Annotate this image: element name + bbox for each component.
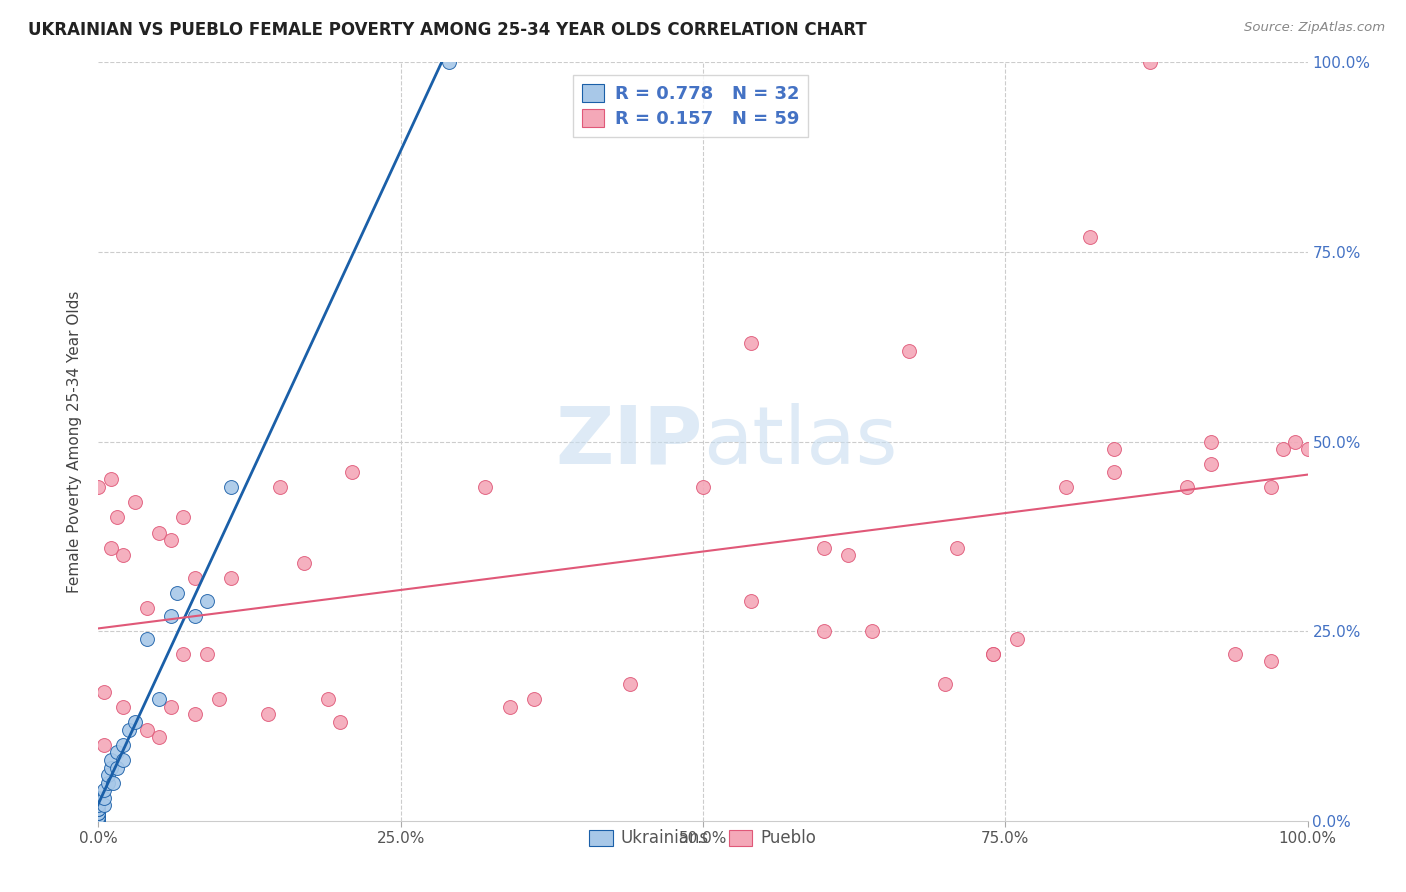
- Text: Source: ZipAtlas.com: Source: ZipAtlas.com: [1244, 21, 1385, 34]
- Point: [87, 814, 110, 828]
- Point: [160, 608, 183, 623]
- Point: [172, 510, 194, 524]
- Point: [87, 806, 110, 821]
- Point: [100, 760, 122, 774]
- Point: [1272, 442, 1295, 457]
- Point: [93, 685, 115, 699]
- Point: [111, 548, 134, 563]
- Point: [87, 810, 110, 824]
- Point: [184, 608, 207, 623]
- Point: [1260, 480, 1282, 494]
- Point: [1007, 632, 1029, 646]
- Point: [118, 723, 141, 737]
- Point: [208, 692, 231, 706]
- Point: [87, 810, 110, 824]
- Text: ZIP: ZIP: [555, 402, 703, 481]
- Y-axis label: Female Poverty Among 25-34 Year Olds: Female Poverty Among 25-34 Year Olds: [67, 291, 83, 592]
- Point: [93, 791, 115, 805]
- Point: [292, 556, 315, 570]
- Point: [184, 571, 207, 585]
- Point: [100, 753, 122, 767]
- Point: [87, 802, 110, 816]
- Point: [111, 699, 134, 714]
- Point: [195, 594, 218, 608]
- Point: [93, 783, 115, 797]
- Point: [1199, 434, 1222, 449]
- Point: [148, 730, 170, 744]
- Point: [135, 632, 157, 646]
- Text: UKRAINIAN VS PUEBLO FEMALE POVERTY AMONG 25-34 YEAR OLDS CORRELATION CHART: UKRAINIAN VS PUEBLO FEMALE POVERTY AMONG…: [28, 21, 868, 38]
- Point: [166, 586, 188, 600]
- Point: [523, 692, 546, 706]
- Point: [981, 647, 1004, 661]
- Point: [160, 699, 183, 714]
- Point: [87, 798, 110, 813]
- Point: [221, 480, 243, 494]
- Point: [813, 624, 835, 639]
- Point: [619, 677, 641, 691]
- Point: [124, 495, 146, 509]
- Point: [342, 465, 364, 479]
- Point: [1102, 442, 1125, 457]
- Point: [692, 480, 714, 494]
- Point: [860, 624, 883, 639]
- Point: [97, 768, 120, 782]
- Point: [93, 798, 115, 813]
- Point: [269, 480, 291, 494]
- Point: [160, 533, 183, 548]
- Point: [148, 525, 170, 540]
- Point: [100, 541, 122, 555]
- Point: [87, 814, 110, 828]
- Point: [1223, 647, 1246, 661]
- Text: atlas: atlas: [703, 402, 897, 481]
- Point: [97, 776, 120, 790]
- Point: [87, 806, 110, 821]
- Point: [256, 707, 278, 722]
- Point: [934, 677, 956, 691]
- Point: [105, 746, 128, 760]
- Point: [329, 715, 352, 730]
- Point: [1078, 229, 1101, 244]
- Point: [93, 738, 115, 752]
- Point: [87, 791, 110, 805]
- Point: [111, 738, 134, 752]
- Point: [740, 594, 762, 608]
- Point: [101, 776, 124, 790]
- Point: [813, 541, 835, 555]
- Point: [111, 753, 134, 767]
- Point: [1199, 458, 1222, 472]
- Point: [184, 707, 207, 722]
- Point: [105, 760, 128, 774]
- Point: [135, 601, 157, 615]
- Point: [1284, 434, 1306, 449]
- Point: [1139, 55, 1161, 70]
- Point: [437, 55, 460, 70]
- Legend: Ukrainians, Pueblo: Ukrainians, Pueblo: [582, 822, 824, 854]
- Point: [195, 647, 218, 661]
- Point: [87, 802, 110, 816]
- Point: [105, 510, 128, 524]
- Point: [148, 692, 170, 706]
- Point: [135, 723, 157, 737]
- Point: [981, 647, 1004, 661]
- Point: [124, 715, 146, 730]
- Point: [498, 699, 520, 714]
- Point: [740, 335, 762, 350]
- Point: [1054, 480, 1077, 494]
- Point: [100, 473, 122, 487]
- Point: [946, 541, 969, 555]
- Point: [837, 548, 859, 563]
- Point: [87, 480, 110, 494]
- Point: [172, 647, 194, 661]
- Point: [1175, 480, 1198, 494]
- Point: [1260, 655, 1282, 669]
- Point: [897, 343, 920, 358]
- Point: [316, 692, 339, 706]
- Point: [221, 571, 243, 585]
- Point: [1296, 442, 1319, 457]
- Point: [1102, 465, 1125, 479]
- Point: [474, 480, 496, 494]
